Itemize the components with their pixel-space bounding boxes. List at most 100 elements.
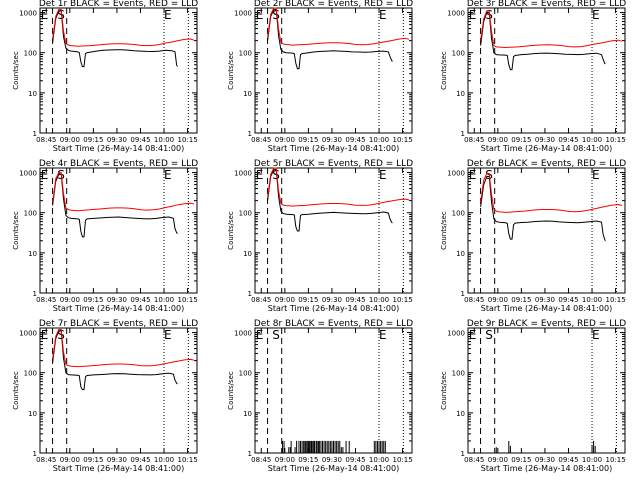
x-tick-label: 08:45: [464, 296, 484, 304]
x-tick-label: 08:45: [36, 136, 56, 144]
x-tick-label: 10:15: [605, 136, 625, 144]
x-tick-label: 08:45: [251, 296, 271, 304]
axes-frame: [254, 167, 413, 294]
y-tick-label: 100: [239, 370, 252, 378]
y-axis-label: Counts/sec: [12, 51, 20, 90]
y-tick-label: 1: [461, 450, 465, 458]
y-tick-label: 100: [452, 370, 465, 378]
x-tick-label: 09:00: [488, 296, 508, 304]
axes-frame: [467, 167, 626, 294]
x-tick-label: 10:00: [369, 456, 389, 464]
marker-label: E: [379, 168, 387, 182]
y-tick-label: 1: [33, 290, 37, 298]
events-series-line: [267, 168, 393, 232]
marker-label: E: [469, 168, 477, 182]
marker-label: S: [485, 328, 493, 342]
x-tick-label: 09:45: [345, 456, 365, 464]
x-tick-label: 09:15: [511, 456, 531, 464]
y-tick-label: 100: [24, 370, 37, 378]
panel-title: Det 7r BLACK = Events, RED = LLD: [39, 319, 198, 329]
x-axis-label: Start Time (26-May-14 08:41:00): [481, 464, 612, 473]
x-tick-label: 10:15: [392, 456, 412, 464]
y-axis-label: Counts/sec: [227, 371, 235, 410]
y-tick-label: 1000: [234, 330, 252, 338]
marker-label: E: [164, 8, 172, 22]
axes-frame: [39, 327, 198, 454]
x-tick-label: 09:00: [60, 456, 80, 464]
x-tick-label: 08:45: [464, 136, 484, 144]
x-tick-label: 08:45: [251, 136, 271, 144]
x-tick-label: 10:00: [154, 136, 174, 144]
panel-title: Det 3r BLACK = Events, RED = LLD: [467, 0, 626, 9]
x-tick-label: 09:15: [298, 456, 318, 464]
marker-label: E: [41, 168, 49, 182]
x-tick-label: 09:30: [322, 296, 342, 304]
panel-title: Det 1r BLACK = Events, RED = LLD: [39, 0, 198, 9]
x-tick-label: 09:00: [275, 136, 295, 144]
y-tick-label: 10: [243, 250, 252, 258]
x-axis-label: Start Time (26-May-14 08:41:00): [53, 144, 184, 153]
x-tick-label: 09:30: [107, 296, 127, 304]
marker-label: E: [592, 168, 600, 182]
x-tick-label: 10:00: [154, 456, 174, 464]
x-tick-label: 09:00: [275, 456, 295, 464]
y-tick-label: 100: [239, 50, 252, 58]
lld-series-line: [52, 328, 195, 368]
x-tick-label: 09:15: [298, 136, 318, 144]
x-tick-label: 09:15: [298, 296, 318, 304]
y-tick-label: 10: [456, 90, 465, 98]
y-tick-label: 10: [456, 410, 465, 418]
x-tick-label: 09:45: [558, 136, 578, 144]
x-tick-label: 10:00: [369, 296, 389, 304]
x-tick-label: 08:45: [36, 296, 56, 304]
y-tick-label: 1: [248, 130, 252, 138]
marker-label: S: [272, 8, 280, 22]
x-tick-label: 10:00: [582, 456, 602, 464]
events-series-line: [480, 176, 606, 242]
marker-label: E: [41, 328, 49, 342]
y-tick-label: 1000: [234, 170, 252, 178]
x-tick-label: 10:00: [154, 296, 174, 304]
x-axis-label: Start Time (26-May-14 08:41:00): [268, 304, 399, 313]
x-tick-label: 09:15: [83, 456, 103, 464]
y-axis-label: Counts/sec: [440, 51, 448, 90]
marker-label: E: [469, 8, 477, 22]
x-axis-label: Start Time (26-May-14 08:41:00): [268, 464, 399, 473]
x-tick-label: 09:00: [488, 456, 508, 464]
lld-series-line: [267, 7, 410, 46]
y-tick-label: 10: [456, 250, 465, 258]
panel-title: Det 2r BLACK = Events, RED = LLD: [254, 0, 413, 9]
y-tick-label: 10: [243, 410, 252, 418]
x-tick-label: 10:00: [582, 136, 602, 144]
y-tick-label: 1: [33, 130, 37, 138]
x-axis-label: Start Time (26-May-14 08:41:00): [53, 464, 184, 473]
y-axis-label: Counts/sec: [440, 211, 448, 250]
x-tick-label: 10:00: [369, 136, 389, 144]
marker-label: E: [256, 328, 264, 342]
panel-title: Det 8r BLACK = Events, RED = LLD: [254, 319, 413, 329]
y-tick-label: 1: [248, 290, 252, 298]
y-tick-label: 1000: [19, 10, 37, 18]
x-tick-label: 09:15: [511, 136, 531, 144]
x-axis-label: Start Time (26-May-14 08:41:00): [268, 144, 399, 153]
x-tick-label: 09:45: [558, 456, 578, 464]
y-tick-label: 10: [28, 90, 37, 98]
panel-title: Det 6r BLACK = Events, RED = LLD: [467, 159, 626, 169]
y-tick-label: 1: [33, 450, 37, 458]
y-tick-label: 1000: [19, 170, 37, 178]
y-tick-label: 1000: [19, 330, 37, 338]
x-tick-label: 10:00: [582, 296, 602, 304]
x-tick-label: 10:15: [177, 296, 197, 304]
x-tick-label: 09:30: [107, 456, 127, 464]
axes-frame: [254, 327, 413, 454]
marker-label: E: [256, 8, 264, 22]
x-tick-label: 08:45: [36, 456, 56, 464]
x-tick-label: 09:15: [83, 136, 103, 144]
y-tick-label: 1000: [234, 10, 252, 18]
